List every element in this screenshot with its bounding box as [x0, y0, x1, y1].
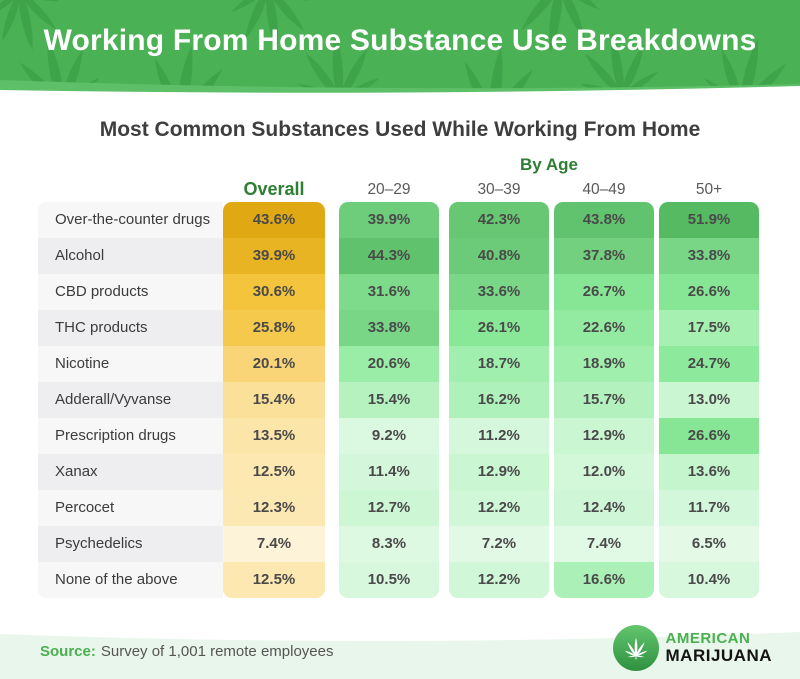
age-value-cell: 9.2% [339, 418, 439, 454]
age-value-cell: 18.9% [554, 346, 654, 382]
age-value-cell: 40.8% [449, 238, 549, 274]
overall-value-cell: 39.9% [223, 238, 325, 274]
age-40-49-value-column: 43.8% 37.8% 26.7% 22.6% 18.9% 15.7% 12.9% 12.0%… [554, 202, 654, 598]
row-label: Xanax [38, 454, 223, 490]
overall-value-cell: 15.4% [223, 382, 325, 418]
logo-wordmark: American Marijuana [666, 631, 773, 665]
age-value-cell: 17.5% [659, 310, 759, 346]
overall-value-cell: 7.4% [223, 526, 325, 562]
age-value-cell: 16.2% [449, 382, 549, 418]
age-value-cell: 12.4% [554, 490, 654, 526]
column-header-20-29: 20–29 [367, 181, 411, 198]
age-value-cell: 26.6% [659, 418, 759, 454]
age-value-cell: 42.3% [449, 202, 549, 238]
age-50plus-value-column: 51.9% 33.8% 26.6% 17.5% 24.7% 13.0% 26.6% 13.6%… [659, 202, 759, 598]
row-label: Alcohol [38, 238, 223, 274]
overall-value-column: 43.6% 39.9% 30.6% 25.8% 20.1% 15.4% 13.5% 12.5%… [223, 202, 325, 598]
age-value-cell: 13.0% [659, 382, 759, 418]
age-value-cell: 33.6% [449, 274, 549, 310]
row-label: Psychedelics [38, 526, 223, 562]
age-value-cell: 33.8% [659, 238, 759, 274]
age-value-cell: 11.2% [449, 418, 549, 454]
age-value-cell: 7.4% [554, 526, 654, 562]
overall-value-cell: 30.6% [223, 274, 325, 310]
age-value-cell: 10.5% [339, 562, 439, 598]
source-text: Survey of 1,001 remote employees [100, 643, 334, 660]
age-value-cell: 24.7% [659, 346, 759, 382]
footer-wave-graphic [0, 632, 800, 679]
age-value-cell: 20.6% [339, 346, 439, 382]
source-note: Source: Survey of 1,001 remote employees [40, 643, 333, 660]
column-header-50plus: 50+ [695, 181, 723, 198]
page-title: Working From Home Substance Use Breakdow… [43, 24, 757, 57]
age-value-cell: 8.3% [339, 526, 439, 562]
age-value-cell: 37.8% [554, 238, 654, 274]
row-label: Adderall/Vyvanse [38, 382, 223, 418]
age-20-29-value-column: 39.9% 44.3% 31.6% 33.8% 20.6% 15.4% 9.2% 11.4% 1… [339, 202, 439, 598]
row-label: None of the above [38, 562, 223, 598]
row-label: CBD products [38, 274, 223, 310]
row-label: Nicotine [38, 346, 223, 382]
age-30-39-value-column: 42.3% 40.8% 33.6% 26.1% 18.7% 16.2% 11.2% 12.9%… [449, 202, 549, 598]
chart-title: Most Common Substances Used While Workin… [99, 118, 701, 141]
column-header-overall: Overall [243, 179, 305, 199]
age-value-cell: 15.4% [339, 382, 439, 418]
age-value-cell: 12.2% [449, 490, 549, 526]
header-banner: Working From Home Substance Use Breakdow… [0, 0, 800, 95]
banner-wave-graphic [0, 0, 800, 93]
column-header-40-49: 40–49 [582, 181, 626, 198]
overall-value-cell: 25.8% [223, 310, 325, 346]
cannabis-leaf-badge-icon [612, 625, 659, 671]
age-value-cell: 12.7% [339, 490, 439, 526]
age-value-cell: 33.8% [339, 310, 439, 346]
row-label: Over-the-counter drugs [38, 202, 223, 238]
age-value-cell: 31.6% [339, 274, 439, 310]
age-value-cell: 18.7% [449, 346, 549, 382]
age-value-cell: 26.1% [449, 310, 549, 346]
age-value-cell: 11.4% [339, 454, 439, 490]
age-value-cell: 11.7% [659, 490, 759, 526]
source-label: Source: [40, 643, 96, 660]
age-value-cell: 51.9% [659, 202, 759, 238]
overall-value-cell: 43.6% [223, 202, 325, 238]
age-value-cell: 39.9% [339, 202, 439, 238]
by-age-group-header: By Age [520, 155, 578, 174]
overall-value-cell: 12.5% [223, 562, 325, 598]
age-value-cell: 26.6% [659, 274, 759, 310]
age-value-cell: 10.4% [659, 562, 759, 598]
row-label: Prescription drugs [38, 418, 223, 454]
substance-label-column: Over-the-counter drugs Alcohol CBD product… [38, 202, 223, 598]
age-value-cell: 44.3% [339, 238, 439, 274]
age-value-cell: 7.2% [449, 526, 549, 562]
column-header-30-39: 30–39 [477, 181, 521, 198]
overall-value-cell: 13.5% [223, 418, 325, 454]
age-value-cell: 12.0% [554, 454, 654, 490]
age-value-cell: 6.5% [659, 526, 759, 562]
footer: Source: Survey of 1,001 remote employees … [0, 615, 800, 679]
row-label: THC products [38, 310, 223, 346]
logo-line-marijuana: Marijuana [665, 645, 772, 665]
overall-value-cell: 12.3% [223, 490, 325, 526]
age-value-cell: 43.8% [554, 202, 654, 238]
logo-line-american: American [665, 630, 751, 648]
age-value-cell: 16.6% [554, 562, 654, 598]
age-value-cell: 12.9% [449, 454, 549, 490]
age-value-cell: 26.7% [554, 274, 654, 310]
american-marijuana-logo: American Marijuana [612, 625, 773, 671]
overall-value-cell: 20.1% [223, 346, 325, 382]
age-value-cell: 12.2% [449, 562, 549, 598]
row-label: Percocet [38, 490, 223, 526]
age-value-cell: 13.6% [659, 454, 759, 490]
overall-value-cell: 12.5% [223, 454, 325, 490]
age-value-cell: 22.6% [554, 310, 654, 346]
age-value-cell: 15.7% [554, 382, 654, 418]
age-value-cell: 12.9% [554, 418, 654, 454]
